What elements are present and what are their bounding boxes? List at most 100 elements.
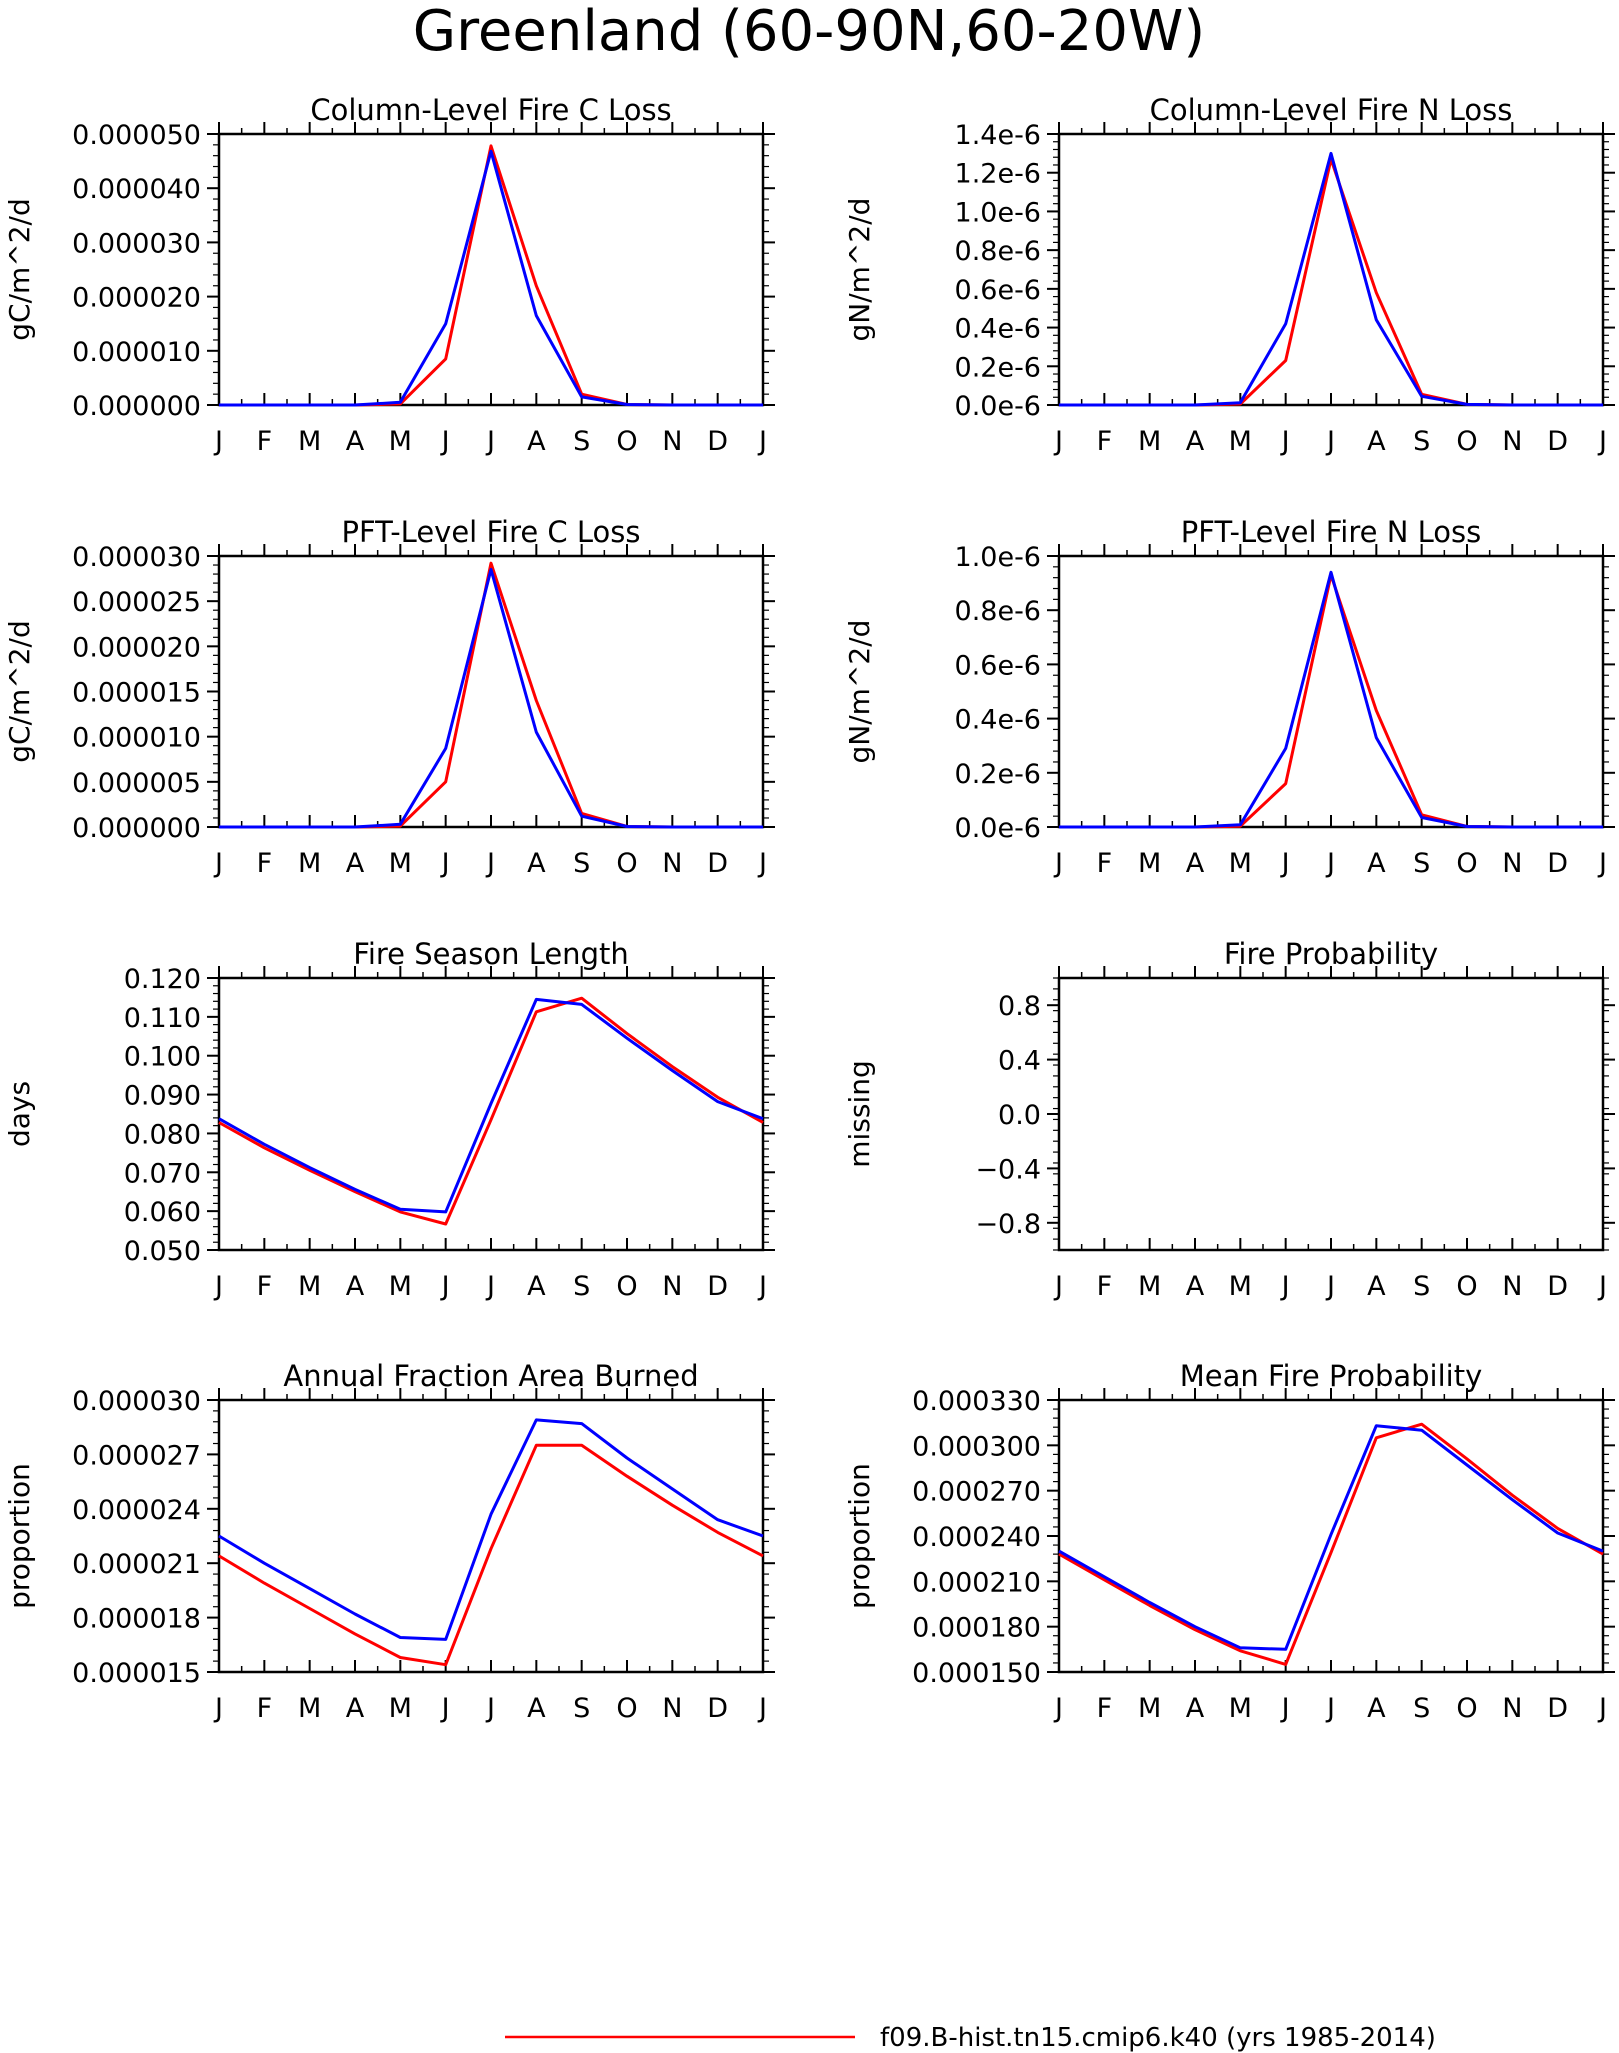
y-tick-label: 0.000150 [912,1658,1041,1689]
y-tick-label: 0.8 [998,991,1041,1022]
chart-title: Mean Fire Probability [1180,1359,1483,1393]
plot-frame [1057,554,1605,829]
y-axis-label: gC/m^2/d [3,198,36,341]
x-tick-label: J [213,848,223,879]
x-tick-label: A [1186,1271,1205,1302]
x-tick-label: O [616,848,637,879]
x-tick-label: S [573,1693,590,1724]
chart-panel-2: J F M A M J J A S O N D J0.0e-60.2e-60.4e-60.6e-60.8… [843,93,1615,457]
y-tick-label: 0.000270 [912,1477,1041,1508]
x-tick-label: J [485,1693,495,1724]
x-tick-label: M [1138,848,1161,879]
y-tick-label: 0.000030 [72,542,201,573]
series-line-blue [219,149,763,407]
plot-frame [217,1398,765,1674]
series-line-blue [1059,151,1603,407]
plot-frame [1057,976,1605,1252]
x-tick-label: D [707,848,728,879]
series-line-blue [1058,1424,1604,1651]
y-tick-label: 0.4e-6 [955,705,1041,736]
y-tick-label: 1.2e-6 [955,159,1041,190]
x-tick-label: D [707,1271,728,1302]
x-tick-label: O [1456,848,1477,879]
y-tick-label: 0.000000 [72,813,201,844]
x-tick-label: N [1502,848,1522,879]
x-tick-label: A [527,1693,546,1724]
y-tick-label: 0.000018 [72,1604,201,1635]
x-tick-label: A [1367,848,1386,879]
x-tick-label: O [616,1271,637,1302]
x-tick-label: A [346,1693,365,1724]
x-tick-label: A [1367,1271,1386,1302]
y-tick-label: 0.8e-6 [955,236,1041,267]
y-tick-label: 0.080 [124,1119,201,1150]
x-tick-label: N [662,1271,682,1302]
x-tick-label: J [1280,1693,1290,1724]
x-tick-label: J [213,1693,223,1724]
y-axis-label: gC/m^2/d [3,620,36,763]
x-tick-label: M [298,848,321,879]
x-tick-label: M [1138,1693,1161,1724]
y-tick-label: 0.100 [124,1042,201,1073]
x-tick-label: J [1280,1271,1290,1302]
x-tick-label: J [1325,1693,1335,1724]
y-tick-label: 0.000015 [72,678,201,709]
x-tick-label: J [757,426,767,457]
y-tick-label: 0.6e-6 [955,275,1041,306]
chart-panel-8: J F M A M J J A S O N D J0.0001500.0001800.0002100.0… [843,1359,1615,1724]
y-tick-label: 0.000330 [912,1386,1041,1417]
y-tick-label: 0.000005 [72,768,201,799]
y-axis-label: days [3,1081,36,1147]
series-line-red [219,561,763,829]
y-tick-label: −0.8 [975,1209,1041,1240]
chart-panel-4: J F M A M J J A S O N D J0.0e-60.2e-60.4e-60.6e-60.8… [843,515,1615,879]
x-tick-label: F [257,848,273,879]
y-tick-label: 0.000030 [72,1386,201,1417]
x-tick-label: A [1186,1693,1205,1724]
x-tick-label: M [298,1693,321,1724]
series-line-red [1059,573,1603,829]
x-tick-label: M [389,1693,412,1724]
x-tick-label: M [389,1271,412,1302]
x-tick-label: J [1053,426,1063,457]
x-tick-label: M [1138,1271,1161,1302]
x-tick-label: N [662,848,682,879]
x-tick-label: D [1547,848,1568,879]
x-tick-label: F [257,1271,273,1302]
x-tick-label: J [1597,426,1607,457]
x-tick-label: A [346,848,365,879]
chart-title: Fire Season Length [353,937,628,971]
x-tick-label: J [1053,1271,1063,1302]
x-tick-label: J [1597,848,1607,879]
x-tick-label: J [213,1271,223,1302]
y-tick-label: 0.2e-6 [955,352,1041,383]
x-tick-label: M [298,426,321,457]
series-line-red [218,996,764,1226]
chart-title: PFT-Level Fire N Loss [1181,515,1481,549]
x-tick-label: J [440,1693,450,1724]
x-tick-label: A [346,1271,365,1302]
chart-title: Fire Probability [1224,937,1438,971]
x-tick-label: M [1229,1693,1252,1724]
y-tick-label: 0.000010 [72,337,201,368]
series-line-red [218,1443,764,1667]
y-tick-label: −0.4 [975,1154,1041,1185]
x-tick-label: M [389,848,412,879]
x-tick-label: J [485,426,495,457]
y-tick-label: 0.000300 [912,1431,1041,1462]
x-tick-label: A [1367,426,1386,457]
y-tick-label: 0.110 [124,1003,201,1034]
y-axis-label: gN/m^2/d [843,620,876,764]
series-line-blue [218,997,764,1214]
chart-panel-7: J F M A M J J A S O N D J0.0000150.0000180.0000210.0… [3,1359,775,1724]
x-tick-label: J [440,848,450,879]
plot-frame [217,554,765,829]
x-tick-label: F [1097,1271,1113,1302]
chart-panel-3: J F M A M J J A S O N D J0.0000000.0000050.0000100.0… [3,515,775,879]
y-tick-label: 0.4 [998,1046,1041,1077]
x-tick-label: J [440,1271,450,1302]
x-tick-label: A [346,426,365,457]
series-line-blue [218,1418,764,1641]
x-tick-label: M [1229,1271,1252,1302]
legend-label: f09.B-hist.tn15.cmip6.k40 (yrs 1985-2014… [880,2023,1436,2053]
